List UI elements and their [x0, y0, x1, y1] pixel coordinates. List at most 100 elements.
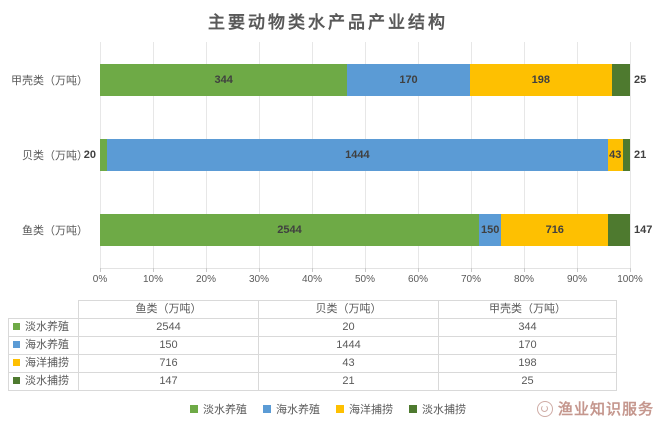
category-label: 甲壳类（万吨）: [11, 74, 88, 87]
axis-tick: [312, 268, 313, 272]
table-header-row: 鱼类（万吨） 贝类（万吨） 甲壳类（万吨）: [9, 300, 617, 319]
bar-segment-海洋捕捞: [469, 63, 612, 96]
x-axis-tick-label: 40%: [301, 274, 323, 285]
legend-swatch: [190, 405, 198, 413]
axis-tick: [153, 268, 154, 272]
bar-segment-淡水养殖: [100, 63, 348, 96]
legend-item-淡水养殖: 淡水养殖: [190, 401, 247, 417]
legend-swatch: [336, 405, 344, 413]
watermark: 渔业知识服务: [536, 398, 654, 419]
table-cell: 20: [258, 318, 439, 337]
gridline: [630, 42, 631, 268]
table-cell: 2544: [78, 318, 259, 337]
series-key-swatch: [13, 322, 20, 330]
axis-tick: [630, 268, 631, 272]
x-axis-tick-label: 90%: [566, 274, 588, 285]
data-table: 鱼类（万吨） 贝类（万吨） 甲壳类（万吨） 淡水养殖 2544 20 344 海水养殖 150 1…: [8, 300, 617, 391]
x-axis-tick-label: 30%: [248, 274, 270, 285]
bar-row-3: 2544 150 716 147: [100, 193, 652, 268]
x-axis-tick-label: 60%: [407, 274, 429, 285]
x-axis-tick-label: 10%: [142, 274, 164, 285]
table-cell: 25: [438, 372, 617, 391]
watermark-logo-icon: [536, 400, 553, 417]
table-cell: 43: [258, 354, 439, 373]
value-label: 198: [531, 73, 550, 86]
category-label: 贝类（万吨）: [22, 149, 88, 162]
x-axis-tick-label: 50%: [354, 274, 376, 285]
x-axis-tick-label: 0%: [92, 274, 108, 285]
legend: 淡水养殖 海水养殖 海洋捕捞 淡水捕捞: [0, 401, 656, 417]
bar-segment-海水养殖: [347, 63, 470, 96]
legend-item-海水养殖: 海水养殖: [263, 401, 320, 417]
series-key-swatch: [13, 340, 20, 348]
table-row-label: 海洋捕捞: [8, 354, 79, 373]
table-row: 淡水捕捞 147 21 25: [8, 372, 617, 391]
value-label: 344: [214, 73, 233, 86]
x-axis-tick-label: 80%: [513, 274, 535, 285]
axis-tick: [471, 268, 472, 272]
legend-swatch: [263, 405, 271, 413]
axis-tick: [365, 268, 366, 272]
legend-label: 海洋捕捞: [349, 404, 393, 416]
value-label: 2544: [277, 224, 302, 237]
bar-segment-淡水捕捞: [612, 63, 630, 96]
legend-swatch: [409, 405, 417, 413]
axis-tick: [100, 268, 101, 272]
table-row-label: 淡水捕捞: [8, 372, 79, 391]
axis-tick: [418, 268, 419, 272]
bar-segment-海洋捕捞: [501, 214, 609, 247]
value-label: 1444: [345, 148, 370, 161]
bar-row-1: 344 170 198 25: [100, 42, 646, 117]
table-row-label: 海水养殖: [8, 336, 79, 355]
axis-tick: [259, 268, 260, 272]
bar-row-2: 20 1444 43 21: [84, 117, 646, 192]
category-label: 鱼类（万吨）: [22, 225, 88, 238]
legend-label: 海水养殖: [276, 404, 320, 416]
value-label: 716: [545, 224, 564, 237]
axis-tick: [206, 268, 207, 272]
bar-segment-淡水养殖: [100, 214, 480, 247]
table-cell: 150: [78, 336, 259, 355]
bar-segment-海水养殖: [106, 138, 608, 171]
table-cell: 170: [438, 336, 617, 355]
watermark-text: 渔业知识服务: [557, 401, 654, 418]
axis-tick: [577, 268, 578, 272]
value-label: 147: [634, 224, 653, 237]
bar-segment-淡水捕捞: [622, 138, 630, 171]
x-axis-tick-label: 70%: [460, 274, 482, 285]
table-row: 海洋捕捞 716 43 198: [8, 354, 617, 373]
bar-segment-淡水养殖: [100, 138, 107, 171]
legend-label: 淡水养殖: [203, 404, 247, 416]
bar-segment-海水养殖: [479, 214, 502, 247]
value-label: 170: [399, 73, 418, 86]
x-axis-tick-label: 20%: [195, 274, 217, 285]
plot-area: 344 170 198 25 20 1444 43 21 2544 150 716 147: [84, 42, 652, 269]
table-corner-cell: [9, 301, 79, 319]
table-column-header: 甲壳类（万吨）: [438, 300, 617, 319]
value-label: 150: [481, 224, 500, 237]
x-axis: 0% 10% 20% 30% 40% 50% 60% 70% 80% 90% 100%: [93, 268, 643, 288]
value-label: 25: [634, 73, 647, 86]
bar-segment-淡水捕捞: [608, 214, 630, 247]
series-key-swatch: [13, 376, 20, 384]
value-label: 21: [634, 148, 647, 161]
table-cell: 344: [438, 318, 617, 337]
legend-item-淡水捕捞: 淡水捕捞: [409, 401, 466, 417]
legend-label: 淡水捕捞: [422, 404, 466, 416]
category-axis: 甲壳类（万吨） 贝类（万吨） 鱼类（万吨）: [0, 42, 94, 268]
table-row: 淡水养殖 2544 20 344: [8, 318, 617, 337]
table-cell: 716: [78, 354, 259, 373]
table-column-header: 鱼类（万吨）: [78, 300, 259, 319]
value-label: 43: [609, 148, 622, 161]
value-label: 20: [83, 148, 96, 161]
series-key-swatch: [13, 358, 20, 366]
table-cell: 147: [78, 372, 259, 391]
table-cell: 198: [438, 354, 617, 373]
legend-item-海洋捕捞: 海洋捕捞: [336, 401, 393, 417]
table-cell: 21: [258, 372, 439, 391]
chart-title: 主要动物类水产品产业结构: [208, 13, 448, 32]
table-column-header: 贝类（万吨）: [258, 300, 439, 319]
table-row-label: 淡水养殖: [8, 318, 79, 337]
bar-segment-海洋捕捞: [607, 138, 623, 171]
